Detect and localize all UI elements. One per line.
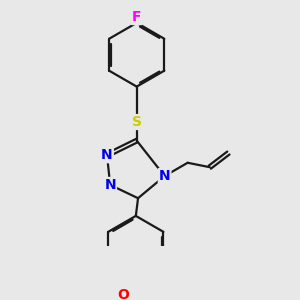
Text: N: N	[101, 148, 113, 162]
Text: N: N	[104, 178, 116, 192]
Text: S: S	[132, 115, 142, 129]
Text: F: F	[132, 10, 142, 24]
Text: N: N	[159, 169, 170, 183]
Text: O: O	[118, 288, 129, 300]
